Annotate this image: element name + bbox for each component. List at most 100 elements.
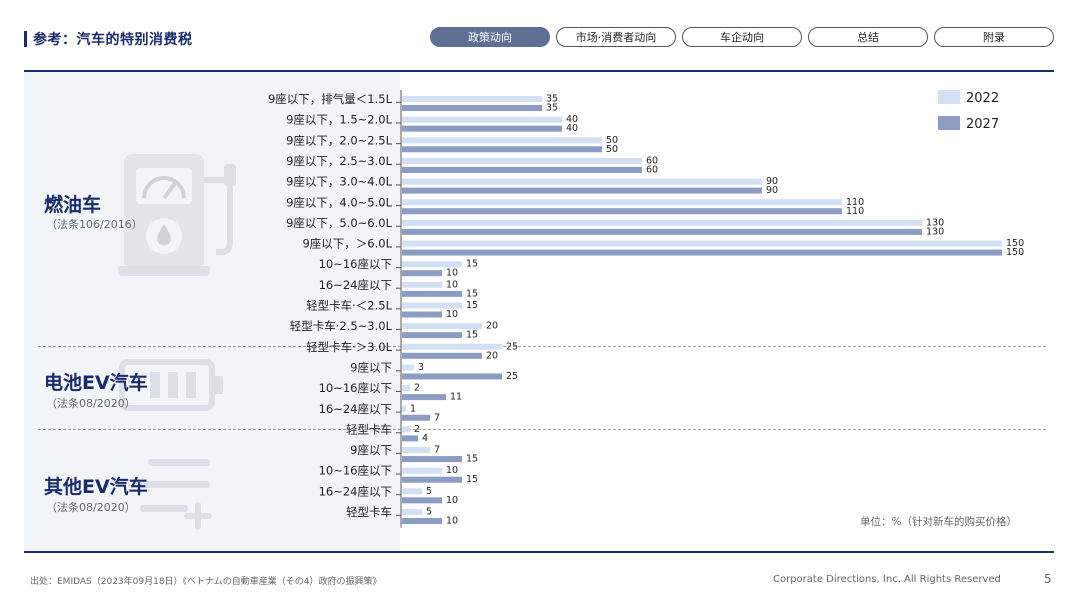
value-label-2022: 15 — [466, 259, 478, 270]
value-label-2027: 15 — [466, 474, 478, 485]
category-label: 9座以下，2.5~3.0L — [286, 154, 393, 168]
value-label-2027: 7 — [434, 412, 440, 423]
category-label: 9座以下 — [350, 360, 392, 374]
value-label-2027: 11 — [450, 392, 462, 403]
bar-2022 — [402, 281, 442, 288]
bar-2027 — [402, 497, 442, 504]
bar-2022 — [402, 96, 542, 102]
group-note-battery-ev: （法条08/2020） — [46, 397, 136, 410]
value-label-2027: 50 — [606, 144, 618, 155]
bar-2022 — [402, 467, 442, 474]
tab-policy[interactable]: 政策动向 — [430, 27, 550, 47]
value-label-2022: 60 — [646, 155, 658, 166]
bar-2027 — [402, 228, 922, 235]
value-label-2027: 15 — [466, 330, 478, 341]
value-label-2027: 20 — [486, 350, 498, 361]
bar-2022 — [402, 261, 462, 268]
bar-2022 — [402, 137, 602, 144]
bar-2027 — [402, 270, 442, 277]
top-divider — [24, 70, 1054, 72]
bar-2022 — [402, 178, 762, 185]
bar-2027 — [402, 332, 462, 339]
value-label-2027: 35 — [546, 103, 558, 114]
value-label-2022: 130 — [926, 217, 944, 228]
section-separator — [38, 346, 1046, 347]
value-label-2022: 40 — [566, 114, 578, 125]
value-label-2027: 10 — [446, 495, 458, 506]
bar-2027 — [402, 476, 462, 483]
tab-automakers[interactable]: 车企动向 — [682, 27, 802, 47]
value-label-2022: 90 — [766, 176, 778, 187]
bar-2027 — [402, 105, 542, 111]
legend-swatch-2027 — [938, 116, 960, 130]
bar-2027 — [402, 290, 462, 297]
category-label: 10~16座以下 — [319, 381, 392, 395]
bar-2022 — [402, 405, 406, 412]
value-label-2022: 150 — [1006, 238, 1024, 249]
tab-summary[interactable]: 总结 — [808, 27, 928, 47]
unit-note: 单位：%（针对新车的购买价格） — [860, 516, 1017, 528]
value-label-2027: 110 — [846, 206, 864, 217]
group-title-other-ev: 其他EV汽车 — [44, 476, 148, 498]
bottom-divider — [24, 551, 1054, 553]
bar-2022 — [402, 199, 842, 206]
category-label: 轻型卡车·＜2.5L — [306, 299, 392, 313]
value-label-2027: 90 — [766, 185, 778, 196]
category-panel — [24, 72, 400, 551]
bar-2022 — [402, 323, 482, 330]
bar-2027 — [402, 311, 442, 318]
section-separator — [38, 429, 1046, 430]
bar-2027 — [402, 394, 446, 401]
bar-2027 — [402, 352, 482, 359]
group-note-other-ev: （法条08/2020） — [46, 501, 136, 514]
value-label-2022: 7 — [434, 445, 440, 456]
bar-2027 — [402, 146, 602, 153]
value-label-2022: 10 — [446, 279, 458, 290]
value-label-2027: 15 — [466, 454, 478, 465]
bar-2022 — [402, 385, 410, 392]
group-note-fuel: （法条106/2016） — [46, 218, 143, 231]
category-label: 轻型卡车 — [346, 422, 392, 436]
category-label: 9座以下，排气量＜1.5L — [268, 92, 393, 106]
category-label: 9座以下 — [350, 443, 392, 457]
value-label-2027: 4 — [422, 433, 428, 444]
bar-2022 — [402, 219, 922, 226]
value-label-2027: 10 — [446, 309, 458, 320]
legend-label-2022: 2022 — [966, 91, 999, 106]
copyright: Corporate Directions, Inc. All Rights Re… — [773, 574, 1001, 585]
title-accent-bar — [24, 31, 27, 47]
bar-2022 — [402, 426, 410, 433]
battery-icon — [119, 359, 223, 411]
bar-2027 — [402, 249, 1002, 256]
value-label-2027: 130 — [926, 226, 944, 237]
value-label-2022: 20 — [486, 321, 498, 332]
bar-2022 — [402, 364, 414, 371]
value-label-2022: 3 — [418, 362, 424, 373]
tab-market[interactable]: 市场·消费者动向 — [556, 27, 676, 47]
bar-2027 — [402, 166, 642, 173]
group-title-battery-ev: 电池EV汽车 — [44, 372, 148, 394]
value-label-2022: 15 — [466, 300, 478, 311]
legend-swatch-2022 — [938, 90, 960, 104]
bar-2027 — [402, 187, 762, 194]
category-label: 10~16座以下 — [319, 257, 392, 271]
category-label: 轻型卡车·＞3.0L — [306, 340, 392, 354]
bar-2022 — [402, 116, 562, 123]
value-label-2027: 60 — [646, 164, 658, 175]
value-label-2027: 15 — [466, 288, 478, 299]
bar-2022 — [402, 157, 642, 164]
bar-2022 — [402, 488, 422, 495]
value-label-2027: 40 — [566, 123, 578, 134]
category-label: 16~24座以下 — [319, 484, 392, 498]
page-header: 参考：汽车的特别消费税 — [24, 28, 193, 50]
legend-label-2027: 2027 — [966, 117, 999, 132]
bar-2027 — [402, 435, 418, 442]
value-label-2022: 25 — [506, 341, 518, 352]
bar-2022 — [402, 447, 430, 454]
page-number: 5 — [1044, 572, 1052, 586]
value-label-2022: 2 — [414, 383, 420, 394]
value-label-2022: 2 — [414, 424, 420, 435]
bar-2022 — [402, 343, 502, 350]
value-label-2022: 5 — [426, 486, 432, 497]
tab-appendix[interactable]: 附录 — [934, 27, 1054, 47]
